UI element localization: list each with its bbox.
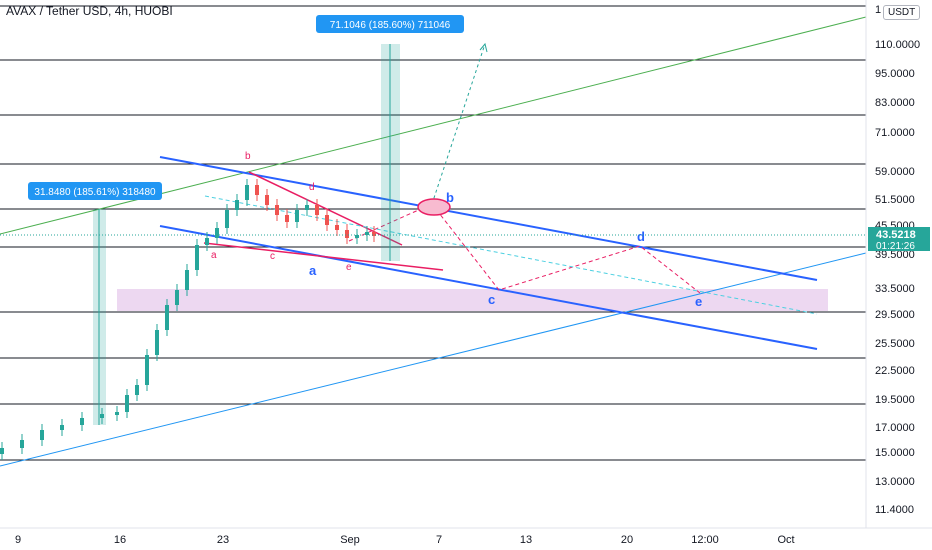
price-tick-label: 29.5000: [875, 309, 915, 321]
candle-body: [125, 395, 129, 412]
price-tick-label: 15.0000: [875, 447, 915, 459]
candle-body: [60, 425, 64, 430]
time-tick-label: Sep: [340, 534, 360, 546]
price-tick-label: 25.5000: [875, 338, 915, 350]
channel-lower-line: [159, 225, 818, 350]
candle-body: [335, 225, 339, 230]
time-tick-label: Oct: [777, 534, 794, 546]
measure-label-2: 71.1046 (185.60%) 711046: [330, 20, 451, 31]
current-price-tag: [868, 227, 930, 251]
candle-body: [215, 228, 219, 238]
price-tick-label: 1: [875, 4, 881, 16]
time-tick-label: 16: [114, 534, 126, 546]
breakout-ellipse: [417, 198, 451, 216]
candle-body: [145, 355, 149, 385]
candle-body: [255, 185, 259, 195]
wave-label-big-b: b: [446, 190, 454, 205]
measure-label-bg-2: [316, 15, 464, 33]
time-tick-label: 7: [436, 534, 442, 546]
price-tick-label: 33.5000: [875, 283, 915, 295]
currency-badge[interactable]: USDT: [883, 5, 921, 20]
measure-label-bg-1: [28, 182, 162, 200]
price-tick-label: 19.5000: [875, 394, 915, 406]
projection-wave-path: [348, 203, 701, 294]
candle-body: [40, 430, 44, 440]
price-tick-label: 17.0000: [875, 422, 915, 434]
channel-upper-line: [159, 156, 818, 281]
light-blue-trendline: [0, 252, 867, 467]
candle-body: [315, 205, 319, 215]
candle-body: [325, 215, 329, 225]
wave-label-big-d: d: [637, 229, 645, 244]
triangle-lower-line: [203, 242, 444, 271]
candle-body: [345, 230, 349, 238]
candle-body: [355, 235, 359, 238]
candle-body: [235, 200, 239, 210]
price-tick-label: 59.0000: [875, 166, 915, 178]
candle-body: [305, 205, 309, 210]
wave-label-big-a: a: [309, 263, 317, 278]
wave-label-c: c: [270, 251, 275, 262]
candle-body: [205, 238, 209, 245]
candle-body: [0, 448, 4, 454]
candle-body: [135, 385, 139, 395]
candle-body: [20, 440, 24, 448]
price-tick-label: 83.0000: [875, 97, 915, 109]
candle-body: [245, 185, 249, 200]
breakout-arrowhead: [479, 42, 488, 53]
price-tick-label: 11.4000: [875, 504, 914, 516]
support-zone: [117, 289, 828, 311]
wave-label-big-c: c: [488, 292, 495, 307]
time-tick-label: 12:00: [691, 534, 719, 546]
wave-label-a: a: [211, 250, 217, 261]
price-tick-label: 13.0000: [875, 476, 915, 488]
chart-title: AVAX / Tether USD, 4h, HUOBI: [6, 4, 173, 18]
price-tick-label: 110.0000: [875, 39, 920, 51]
dashed-target-line: [204, 195, 818, 315]
candle-body: [265, 195, 269, 205]
candle-body: [80, 418, 84, 425]
candle-body: [155, 330, 159, 355]
price-tick-label: 22.5000: [875, 365, 915, 377]
price-tick-label: 39.5000: [875, 249, 915, 261]
candle-body: [165, 305, 169, 330]
price-tick-label: 71.0000: [875, 127, 915, 139]
candle-body: [372, 232, 376, 236]
candle-body: [295, 210, 299, 222]
time-tick-label: 9: [15, 534, 21, 546]
candle-body: [195, 245, 199, 270]
candle-body: [365, 232, 369, 235]
countdown-timer: 01:21:26: [876, 241, 915, 252]
wave-label-big-e: e: [695, 294, 702, 309]
wave-label-b: b: [245, 151, 251, 162]
wave-label-d: d: [309, 182, 315, 193]
candle-body: [285, 215, 289, 222]
wave-label-e: e: [346, 262, 352, 273]
candle-body: [175, 290, 179, 305]
measure-label-1: 31.8480 (185.61%) 318480: [34, 187, 156, 198]
candle-body: [275, 205, 279, 215]
time-tick-label: 20: [621, 534, 633, 546]
time-tick-label: 23: [217, 534, 229, 546]
candle-body: [100, 414, 104, 418]
triangle-upper-line: [248, 171, 403, 246]
candle-body: [115, 412, 119, 415]
candle-body: [225, 210, 229, 228]
time-tick-label: 13: [520, 534, 532, 546]
breakout-projection-line: [431, 46, 485, 205]
current-price-value: 43.5218: [876, 229, 916, 241]
price-tick-label: 95.0000: [875, 68, 915, 80]
candle-body: [185, 270, 189, 290]
price-tick-label: 51.5000: [875, 194, 915, 206]
